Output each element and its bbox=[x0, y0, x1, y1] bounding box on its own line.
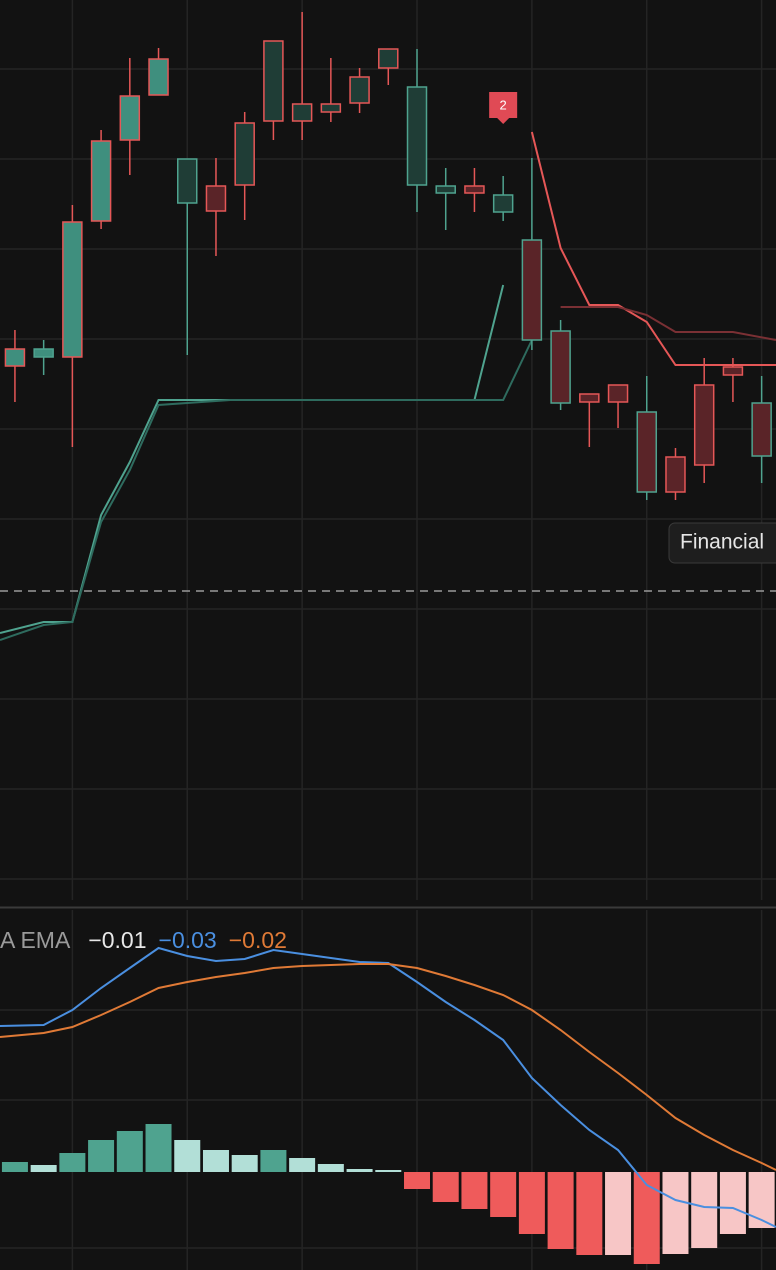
histogram-bar bbox=[432, 1172, 459, 1202]
histogram-bar bbox=[174, 1140, 201, 1172]
candle-body bbox=[62, 221, 83, 358]
histogram-bar bbox=[605, 1172, 632, 1255]
histogram-bar bbox=[490, 1172, 517, 1217]
candle-body bbox=[722, 366, 744, 376]
event-marker bbox=[489, 92, 518, 124]
histogram-bar bbox=[748, 1172, 775, 1228]
legend: A EMA −0.01 −0.03 −0.02 bbox=[0, 927, 287, 953]
histogram-bar bbox=[518, 1172, 545, 1234]
candle-body bbox=[636, 411, 658, 493]
candle-body bbox=[234, 122, 255, 186]
tag-box bbox=[668, 522, 776, 564]
histogram-bar bbox=[461, 1172, 488, 1209]
candle-body bbox=[177, 158, 198, 204]
histogram-bar bbox=[231, 1155, 258, 1172]
candle-body bbox=[550, 330, 571, 404]
histogram-bar bbox=[691, 1172, 718, 1248]
histogram-bar bbox=[633, 1172, 660, 1264]
histogram-bar bbox=[346, 1169, 373, 1172]
legend-title: A EMA bbox=[0, 927, 71, 953]
indicator-line bbox=[0, 963, 776, 1171]
candle-body bbox=[751, 402, 772, 457]
histogram-bar bbox=[404, 1172, 431, 1189]
header-value: 11.08 bbox=[17, 0, 70, 3]
legend-value: −0.01 bbox=[88, 927, 146, 953]
candle-body bbox=[119, 95, 141, 141]
histogram-bar bbox=[547, 1172, 574, 1249]
histogram-bar bbox=[289, 1158, 316, 1172]
histogram-bar bbox=[576, 1172, 603, 1255]
histogram-bar bbox=[662, 1172, 689, 1254]
candle-body bbox=[4, 348, 26, 367]
histogram-bar bbox=[88, 1140, 115, 1172]
histogram-bar bbox=[116, 1131, 143, 1172]
histogram-bar bbox=[1, 1162, 28, 1172]
histogram-bar bbox=[260, 1150, 287, 1172]
indicator-line bbox=[0, 339, 533, 641]
histogram-bar bbox=[30, 1165, 57, 1172]
legend-value: −0.02 bbox=[229, 927, 287, 953]
candle-body bbox=[378, 48, 399, 69]
indicator-line bbox=[0, 946, 776, 1228]
candle-body bbox=[349, 76, 370, 104]
candle-body bbox=[205, 185, 227, 212]
histogram-bar bbox=[317, 1164, 344, 1172]
legend-value: −0.03 bbox=[159, 927, 217, 953]
histogram-bar bbox=[719, 1172, 746, 1234]
indicator-line bbox=[560, 306, 776, 341]
candle-body bbox=[607, 384, 629, 403]
histogram-bar bbox=[375, 1170, 402, 1172]
candle-body bbox=[90, 140, 112, 222]
histogram-bar bbox=[59, 1153, 86, 1172]
candle-body bbox=[33, 348, 54, 358]
candle-body bbox=[464, 185, 485, 194]
candle-body bbox=[435, 185, 456, 194]
candle-body bbox=[148, 58, 169, 96]
histogram-bar bbox=[202, 1150, 229, 1172]
header-value: 11.10 bbox=[95, 0, 148, 3]
indicator-line bbox=[530, 131, 776, 366]
tag-label: Financial bbox=[680, 531, 764, 554]
candle-body bbox=[263, 40, 284, 122]
candle-body bbox=[291, 103, 313, 122]
candle-body bbox=[693, 384, 715, 466]
event-marker-label: 2 bbox=[500, 97, 507, 112]
candle-body bbox=[406, 86, 428, 186]
candle-body bbox=[579, 393, 600, 403]
candle-body bbox=[665, 456, 686, 493]
candle-body bbox=[521, 239, 543, 341]
candle-body bbox=[492, 194, 514, 213]
candle-body bbox=[320, 103, 342, 113]
histogram-bar bbox=[145, 1124, 172, 1172]
